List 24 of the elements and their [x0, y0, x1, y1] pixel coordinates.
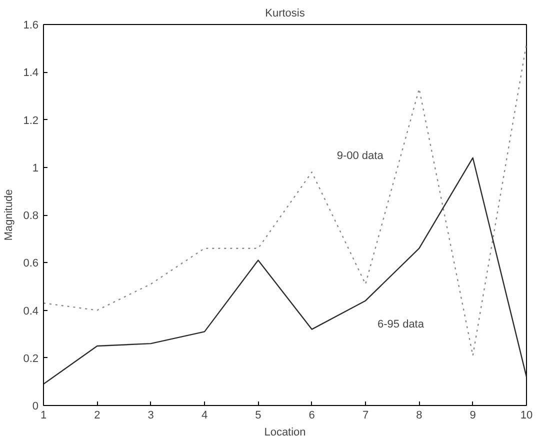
x-tick-label: 6 — [308, 410, 315, 422]
y-tick-label: 0.8 — [23, 210, 39, 222]
x-tick-label: 5 — [255, 410, 262, 422]
x-tick-label: 3 — [148, 410, 154, 422]
x-tick-label: 8 — [416, 410, 422, 422]
y-tick-label: 1.2 — [23, 114, 39, 127]
y-tick-label: 0.4 — [23, 305, 39, 318]
series-label: 9-00 data — [336, 150, 384, 162]
x-tick-label: 1 — [40, 410, 47, 422]
y-tick-label: 1.4 — [23, 67, 39, 80]
y-tick-label: 1 — [32, 162, 39, 174]
y-tick-label: 0.2 — [23, 352, 39, 365]
y-tick-label: 1.6 — [23, 20, 39, 32]
x-tick-label: 7 — [362, 410, 369, 422]
y-axis-title: Magnitude — [3, 189, 16, 241]
x-tick-label: 2 — [94, 410, 100, 422]
x-tick-label: 10 — [520, 410, 533, 422]
chart-title: Kurtosis — [265, 8, 306, 20]
y-tick-label: 0.6 — [23, 258, 39, 270]
x-tick-label: 9 — [470, 410, 476, 422]
x-axis-title: Location — [264, 426, 306, 438]
series-label: 6-95 data — [378, 318, 425, 331]
x-tick-label: 4 — [201, 410, 208, 422]
y-tick-label: 0 — [32, 400, 39, 412]
